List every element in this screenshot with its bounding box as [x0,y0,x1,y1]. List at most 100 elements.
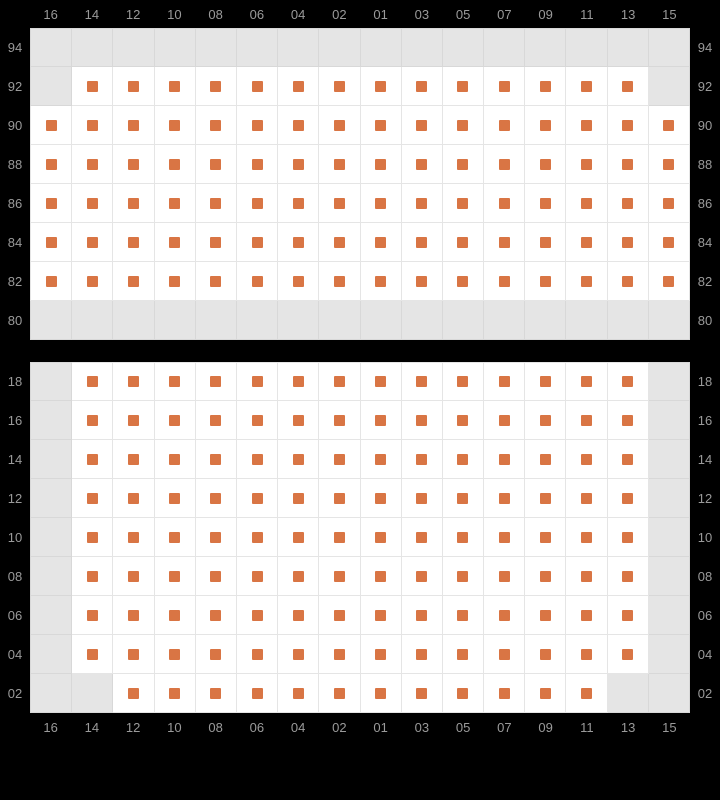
seat-available[interactable] [361,401,402,440]
seat-available[interactable] [566,67,607,106]
seat-available[interactable] [196,401,237,440]
seat-available[interactable] [361,106,402,145]
seat-available[interactable] [525,223,566,262]
seat-available[interactable] [443,635,484,674]
seat-available[interactable] [319,67,360,106]
seat-available[interactable] [237,145,278,184]
seat-available[interactable] [155,67,196,106]
seat-available[interactable] [72,440,113,479]
seat-available[interactable] [113,106,154,145]
seat-available[interactable] [608,223,649,262]
seat-available[interactable] [30,262,72,301]
seat-available[interactable] [196,674,237,713]
seat-available[interactable] [278,401,319,440]
seat-available[interactable] [484,106,525,145]
seat-available[interactable] [30,106,72,145]
seat-available[interactable] [361,518,402,557]
seat-available[interactable] [443,557,484,596]
seat-available[interactable] [608,518,649,557]
seat-available[interactable] [237,479,278,518]
seat-available[interactable] [237,635,278,674]
seat-available[interactable] [402,596,443,635]
seat-available[interactable] [237,557,278,596]
seat-available[interactable] [155,223,196,262]
seat-available[interactable] [484,479,525,518]
seat-available[interactable] [402,518,443,557]
seat-available[interactable] [72,557,113,596]
seat-available[interactable] [196,596,237,635]
seat-available[interactable] [319,401,360,440]
seat-available[interactable] [196,362,237,401]
seat-available[interactable] [443,401,484,440]
seat-available[interactable] [484,557,525,596]
seat-available[interactable] [566,557,607,596]
seat-available[interactable] [484,401,525,440]
seat-available[interactable] [525,518,566,557]
seat-available[interactable] [278,479,319,518]
seat-available[interactable] [484,635,525,674]
seat-available[interactable] [525,145,566,184]
seat-available[interactable] [113,674,154,713]
seat-available[interactable] [155,518,196,557]
seat-available[interactable] [155,596,196,635]
seat-available[interactable] [525,479,566,518]
seat-available[interactable] [278,635,319,674]
seat-available[interactable] [566,674,607,713]
seat-available[interactable] [402,635,443,674]
seat-available[interactable] [525,557,566,596]
seat-available[interactable] [113,67,154,106]
seat-available[interactable] [113,262,154,301]
seat-available[interactable] [525,67,566,106]
seat-available[interactable] [484,674,525,713]
seat-available[interactable] [525,674,566,713]
seat-available[interactable] [484,596,525,635]
seat-available[interactable] [278,596,319,635]
seat-available[interactable] [608,184,649,223]
seat-available[interactable] [566,596,607,635]
seat-available[interactable] [525,635,566,674]
seat-available[interactable] [278,557,319,596]
seat-available[interactable] [30,145,72,184]
seat-available[interactable] [361,223,402,262]
seat-available[interactable] [278,67,319,106]
seat-available[interactable] [484,362,525,401]
seat-available[interactable] [608,440,649,479]
seat-available[interactable] [113,362,154,401]
seat-available[interactable] [113,145,154,184]
seat-available[interactable] [361,145,402,184]
seat-available[interactable] [361,596,402,635]
seat-available[interactable] [196,440,237,479]
seat-available[interactable] [443,440,484,479]
seat-available[interactable] [278,262,319,301]
seat-available[interactable] [155,262,196,301]
seat-available[interactable] [525,262,566,301]
seat-available[interactable] [402,184,443,223]
seat-available[interactable] [278,184,319,223]
seat-available[interactable] [649,106,690,145]
seat-available[interactable] [237,401,278,440]
seat-available[interactable] [319,479,360,518]
seat-available[interactable] [525,362,566,401]
seat-available[interactable] [566,262,607,301]
seat-available[interactable] [155,479,196,518]
seat-available[interactable] [525,184,566,223]
seat-available[interactable] [319,596,360,635]
seat-available[interactable] [72,362,113,401]
seat-available[interactable] [113,518,154,557]
seat-available[interactable] [525,401,566,440]
seat-available[interactable] [72,518,113,557]
seat-available[interactable] [113,635,154,674]
seat-available[interactable] [30,223,72,262]
seat-available[interactable] [113,596,154,635]
seat-available[interactable] [566,479,607,518]
seat-available[interactable] [361,362,402,401]
seat-available[interactable] [566,106,607,145]
seat-available[interactable] [278,518,319,557]
seat-available[interactable] [113,223,154,262]
seat-available[interactable] [155,106,196,145]
seat-available[interactable] [361,262,402,301]
seat-available[interactable] [608,362,649,401]
seat-available[interactable] [319,262,360,301]
seat-available[interactable] [72,184,113,223]
seat-available[interactable] [525,596,566,635]
